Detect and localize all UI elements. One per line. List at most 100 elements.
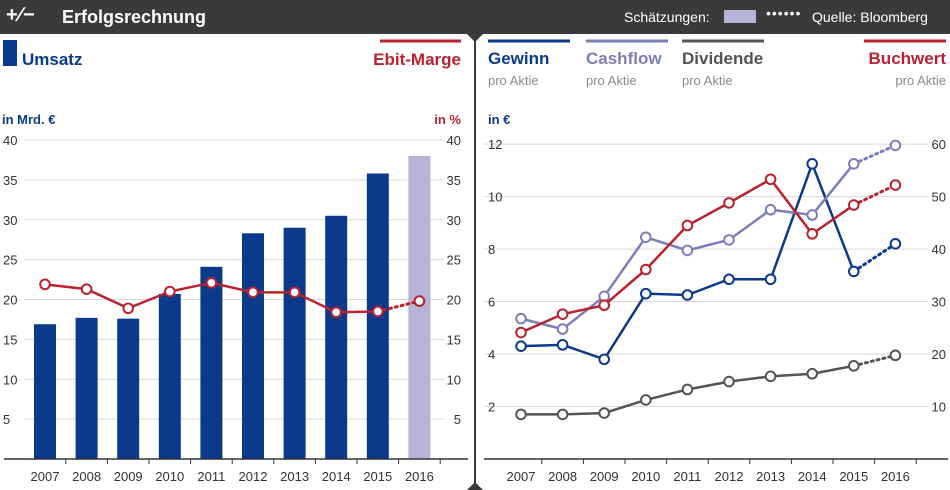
point-dividende-2010 <box>640 394 652 406</box>
line-buchwert-estimate <box>852 183 897 207</box>
point-ebit-marge-2009 <box>122 302 134 315</box>
point-ebit-marge-2013 <box>288 286 301 299</box>
y-tick-label-right: 50 <box>932 190 946 205</box>
bar-umsatz-2010 <box>158 293 181 459</box>
point-gewinn-2010 <box>640 287 652 300</box>
x-tick-label: 2013 <box>756 469 785 484</box>
x-tick-label: 2009 <box>590 469 619 484</box>
bar-umsatz-2016 <box>408 155 431 459</box>
point-buchwert-2013 <box>764 173 777 186</box>
point-cashflow-2007 <box>515 312 527 325</box>
y-tick-label-left: 25 <box>3 253 17 268</box>
point-cashflow-2008 <box>556 323 569 335</box>
legend-sub-gewinn: pro Aktie <box>488 73 539 88</box>
x-tick-label: 2008 <box>72 469 101 484</box>
y-tick-label-left: 40 <box>3 133 17 148</box>
y-tick-label-left: 2 <box>488 400 495 415</box>
x-tick-label: 2016 <box>881 469 910 484</box>
y-axis-title-left: in Mrd. € <box>2 112 55 127</box>
y-tick-label-right: 30 <box>932 295 946 310</box>
point-cashflow-2011 <box>681 244 694 257</box>
y-tick-label-left: 4 <box>488 347 495 362</box>
x-tick-label: 2012 <box>239 469 268 484</box>
divider-notch-bottom <box>467 482 483 490</box>
x-tick-label: 2013 <box>280 469 309 484</box>
line-gewinn-estimate <box>852 242 897 273</box>
point-dividende-2015 <box>848 360 860 372</box>
panel-divider <box>474 34 476 490</box>
point-ebit-marge-2011 <box>205 276 218 289</box>
bar-umsatz-2014 <box>325 215 348 459</box>
point-buchwert-2010 <box>640 263 652 276</box>
y-tick-label-right: 30 <box>447 213 461 228</box>
y-tick-label-left: 10 <box>488 190 502 205</box>
point-dividende-2012 <box>723 375 735 388</box>
y-axis-title-right: in % <box>434 112 461 127</box>
y-tick-label-left: 8 <box>488 242 495 257</box>
line-gewinn <box>520 160 855 361</box>
point-gewinn-2009 <box>598 353 610 366</box>
point-gewinn-2008 <box>556 339 569 351</box>
estimates-label: Schätzungen: <box>624 9 710 25</box>
x-tick-label: 2009 <box>114 469 143 484</box>
y-tick-label-left: 12 <box>488 137 502 152</box>
point-gewinn-2014 <box>806 158 819 170</box>
header-title: Erfolgsrechnung <box>62 7 207 27</box>
point-buchwert-2007 <box>515 326 527 339</box>
point-dividende-2007 <box>515 408 527 421</box>
y-tick-label-right: 5 <box>454 412 461 427</box>
y-tick-label-left: 10 <box>3 372 17 387</box>
x-tick-label: 2007 <box>31 469 60 484</box>
point-ebit-marge-2014 <box>330 306 343 319</box>
point-buchwert-2014 <box>806 228 819 240</box>
y-tick-label-left: 35 <box>3 173 17 188</box>
bar-umsatz-2013 <box>283 227 306 459</box>
point-cashflow-2016 <box>889 139 902 152</box>
source-label: Quelle: Bloomberg <box>812 9 928 25</box>
point-gewinn-2016 <box>889 238 902 250</box>
header-bar: +∕− Erfolgsrechnung Schätzungen: •••••• … <box>0 0 950 34</box>
bar-umsatz-2007 <box>34 324 56 459</box>
point-cashflow-2012 <box>723 234 735 246</box>
bar-umsatz-2012 <box>242 233 264 459</box>
point-buchwert-2009 <box>598 299 610 312</box>
y-tick-label-right: 25 <box>447 253 461 268</box>
point-gewinn-2007 <box>515 340 527 352</box>
x-tick-label: 2010 <box>155 469 184 484</box>
x-tick-label: 2012 <box>715 469 744 484</box>
bar-umsatz-2009 <box>117 318 140 459</box>
point-ebit-marge-2007 <box>39 278 51 291</box>
x-tick-label: 2015 <box>363 469 392 484</box>
point-buchwert-2012 <box>723 197 735 209</box>
point-dividende-2009 <box>598 407 610 419</box>
x-tick-label: 2010 <box>631 469 660 484</box>
per-share-chart: Gewinn pro Aktie Cashflow pro Aktie Dividend… <box>484 39 948 484</box>
point-buchwert-2015 <box>848 199 860 211</box>
legend-sub-buchwert: pro Aktie <box>895 73 946 88</box>
x-tick-label: 2014 <box>798 469 827 484</box>
y-axis-title-left: in € <box>488 112 510 127</box>
x-tick-label: 2011 <box>197 469 225 484</box>
point-ebit-marge-2015 <box>372 305 384 318</box>
bar-umsatz-2008 <box>75 317 98 459</box>
x-tick-label: 2015 <box>839 469 868 484</box>
legend-label-gewinn: Gewinn <box>488 49 549 68</box>
point-dividende-2011 <box>681 383 694 396</box>
y-tick-label-right: 40 <box>447 133 461 148</box>
y-tick-label-right: 40 <box>932 242 946 257</box>
legend-label-cashflow: Cashflow <box>586 49 662 68</box>
point-ebit-marge-2012 <box>247 286 259 299</box>
legend-label-buchwert: Buchwert <box>869 49 947 68</box>
point-gewinn-2013 <box>764 273 777 286</box>
estimate-swatch <box>724 10 756 23</box>
x-tick-label: 2008 <box>548 469 577 484</box>
point-ebit-marge-2008 <box>80 283 93 295</box>
y-tick-label-right: 10 <box>932 400 946 415</box>
point-dividende-2016 <box>889 349 902 362</box>
income-chart: Umsatz Ebit-Marge in Mrd. € in % 5 5 10 10 15 15 2… <box>2 39 468 484</box>
x-tick-label: 2011 <box>673 469 701 484</box>
point-gewinn-2015 <box>848 265 860 278</box>
legend-sub-cashflow: pro Aktie <box>586 73 637 88</box>
y-tick-label-right: 15 <box>447 332 461 347</box>
point-dividende-2013 <box>764 370 777 383</box>
